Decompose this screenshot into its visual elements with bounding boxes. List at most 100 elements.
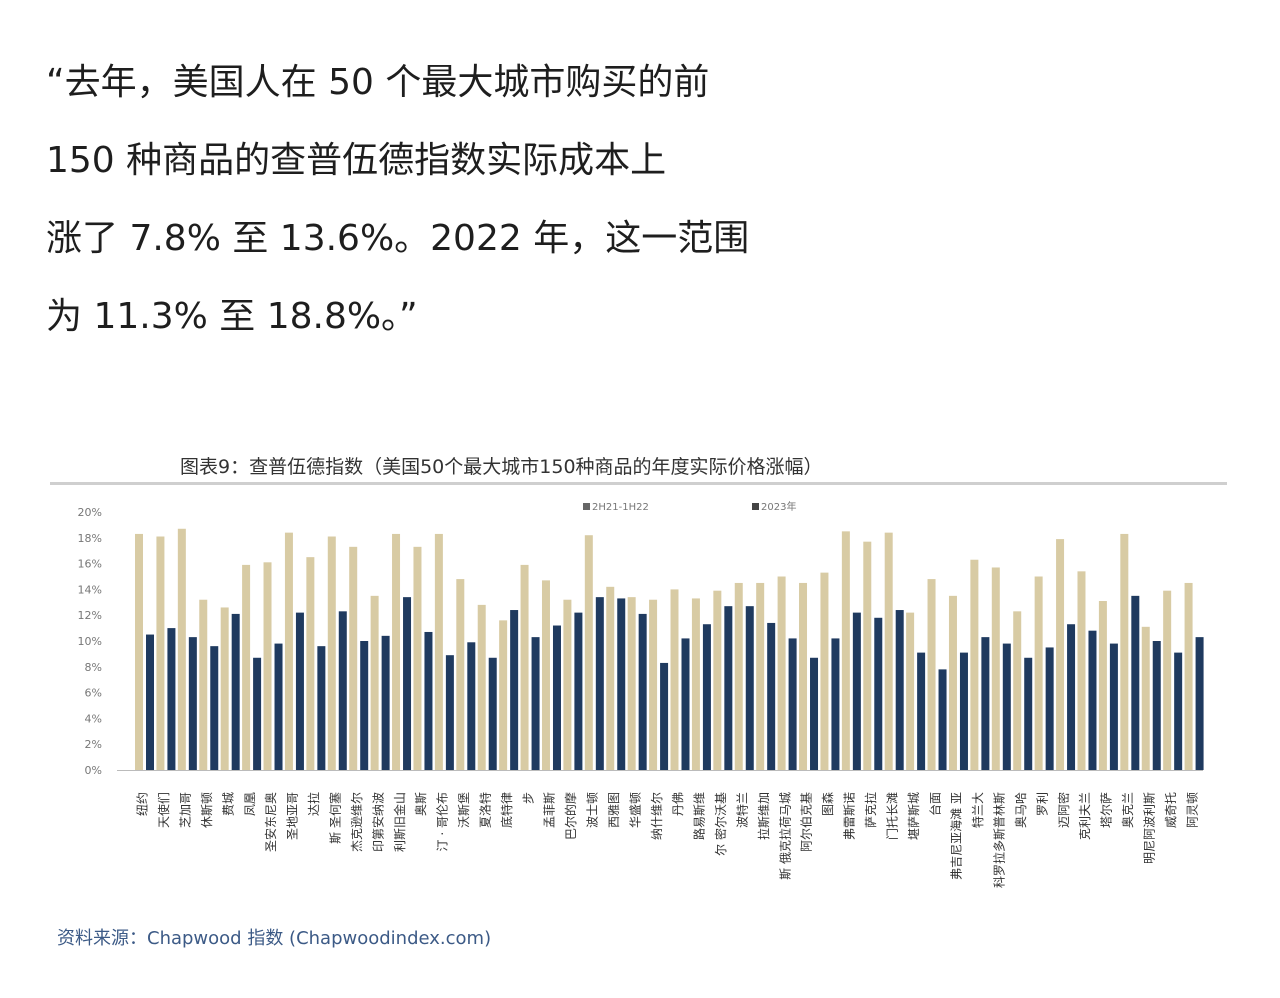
bar xyxy=(745,606,754,770)
quote-line-2: 150 种商品的查普伍德指数实际成本上 xyxy=(46,140,667,181)
bar xyxy=(691,598,700,770)
bar xyxy=(327,536,336,770)
category-label: 萨克拉 xyxy=(863,792,878,828)
bar xyxy=(606,586,615,770)
category-label: 特兰大 xyxy=(970,792,985,828)
quote-text: “去年，美国人在 50 个最大城市购买的前 150 种商品的查普伍德指数实际成本… xyxy=(46,44,846,356)
y-tick-label: 2% xyxy=(85,738,102,751)
bar xyxy=(284,532,293,770)
category-label: 波特兰 xyxy=(734,792,749,828)
bar xyxy=(1120,533,1129,770)
bar xyxy=(852,612,861,770)
category-label: 休斯顿 xyxy=(200,792,214,828)
y-tick-label: 10% xyxy=(78,635,102,648)
y-tick-label: 0% xyxy=(85,764,102,777)
legend-swatch xyxy=(752,503,759,510)
bar xyxy=(617,598,626,770)
category-label: 斯 圣何塞 xyxy=(327,792,342,844)
bar xyxy=(510,610,519,770)
bar xyxy=(638,613,647,770)
category-label: 纳什维尔 xyxy=(649,792,664,840)
bar xyxy=(756,582,765,770)
category-label: 弗雷斯诺 xyxy=(843,792,857,840)
category-label: 华盛顿 xyxy=(627,792,642,828)
bar xyxy=(1067,624,1076,770)
bar xyxy=(895,610,904,770)
source-note: 资料来源：Chapwood 指数 (Chapwoodindex.com) xyxy=(57,928,492,949)
bar xyxy=(820,572,829,770)
bar xyxy=(467,642,476,770)
bar xyxy=(263,562,272,770)
category-label: 奥克兰 xyxy=(1121,792,1135,828)
bar xyxy=(777,576,786,770)
bar xyxy=(1131,595,1140,770)
bar xyxy=(702,624,711,770)
bar xyxy=(1034,576,1043,770)
y-tick-label: 18% xyxy=(78,532,102,545)
category-label: 迈阿密 xyxy=(1056,792,1071,828)
quote-line-1: “去年，美国人在 50 个最大城市购买的前 xyxy=(46,62,710,103)
bar xyxy=(670,589,679,770)
y-tick-label: 6% xyxy=(85,687,102,700)
category-label: 印第安纳波 xyxy=(370,792,385,852)
category-label: 西雅图 xyxy=(606,792,621,828)
bar xyxy=(220,607,229,770)
bar xyxy=(167,628,176,770)
bar xyxy=(499,620,508,770)
bar xyxy=(274,643,283,770)
bar xyxy=(231,613,240,770)
bar xyxy=(788,638,797,770)
category-label: 利斯旧金山 xyxy=(392,792,407,852)
bar xyxy=(1045,647,1054,770)
bar xyxy=(959,652,968,770)
bar xyxy=(649,599,658,770)
bar xyxy=(370,595,379,770)
bar xyxy=(381,635,390,770)
category-label: 图森 xyxy=(820,792,835,816)
bar xyxy=(552,625,561,770)
bar xyxy=(1184,582,1193,770)
bar xyxy=(799,582,808,770)
bar xyxy=(1109,643,1118,770)
category-label: 台面 xyxy=(927,792,942,816)
bar xyxy=(734,582,743,770)
bar xyxy=(831,638,840,770)
bar xyxy=(1195,637,1204,770)
bar xyxy=(188,637,197,770)
category-label: 尔 密尔沃基 xyxy=(713,792,728,856)
bar xyxy=(317,646,326,770)
category-label: 杰克逊维尔 xyxy=(349,792,364,852)
bar xyxy=(488,657,497,770)
title-divider xyxy=(50,482,1227,485)
bar xyxy=(424,631,433,770)
bar xyxy=(927,579,936,770)
category-label: 纽约 xyxy=(135,792,150,816)
bar xyxy=(295,612,304,770)
category-label: 底特律 xyxy=(499,792,514,828)
bar xyxy=(306,557,315,770)
category-label: 阿尔伯克基 xyxy=(799,792,814,852)
category-label: 达拉 xyxy=(306,792,321,816)
legend-label: 2023年 xyxy=(761,500,796,513)
category-label: 费城 xyxy=(221,792,235,816)
category-label: 圣地亚哥 xyxy=(286,792,300,840)
bar xyxy=(177,528,186,770)
category-label: 沃斯堡 xyxy=(456,792,471,828)
bar xyxy=(156,536,165,770)
category-label: 明尼阿波利斯 xyxy=(1142,792,1156,864)
category-label: 斯 俄克拉荷马城 xyxy=(777,792,792,880)
bar xyxy=(338,611,347,770)
bar xyxy=(403,597,412,770)
chart-title: 图表9：查普伍德指数（美国50个最大城市150种商品的年度实际价格涨幅） xyxy=(180,456,823,478)
category-label: 圣安东尼奥 xyxy=(263,792,278,852)
bar xyxy=(253,657,262,770)
bar xyxy=(863,541,872,770)
bar xyxy=(541,580,550,770)
bar xyxy=(563,599,572,770)
bar xyxy=(349,546,358,770)
bar xyxy=(1174,652,1183,770)
category-label: 凤凰 xyxy=(243,792,257,816)
legend-swatch xyxy=(583,503,590,510)
bar xyxy=(146,634,154,770)
bar xyxy=(1056,539,1065,770)
